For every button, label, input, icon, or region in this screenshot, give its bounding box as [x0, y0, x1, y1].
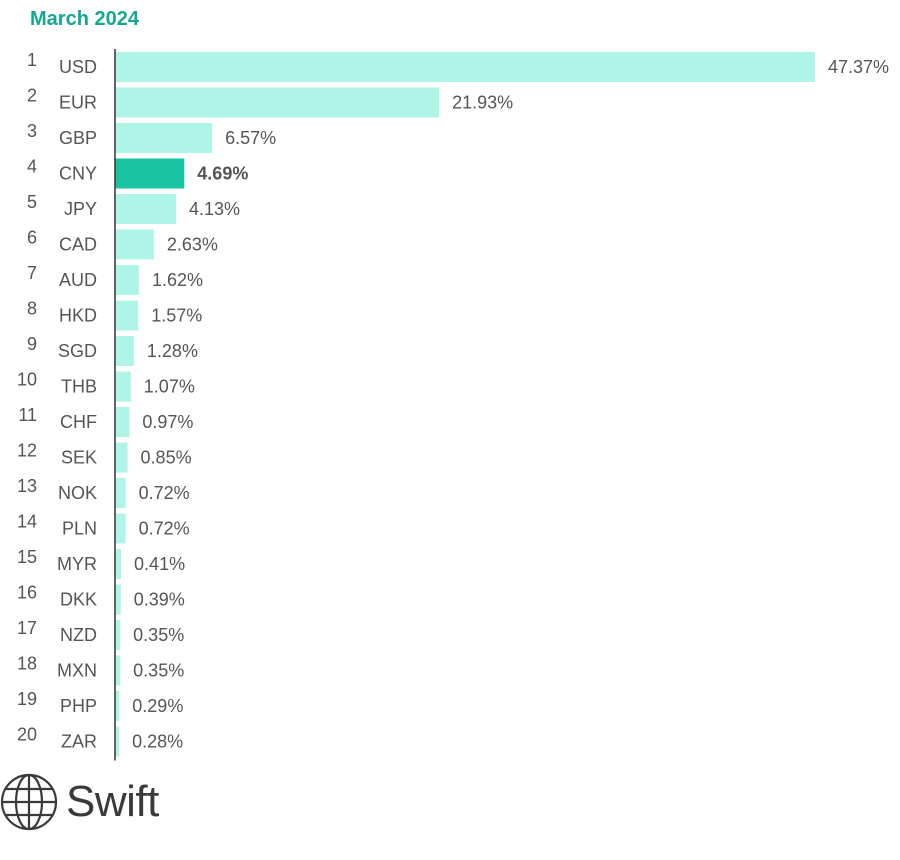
rank-label: 17 — [17, 618, 37, 638]
rank-label: 6 — [27, 228, 37, 248]
bar-cad — [115, 229, 154, 260]
category-label: AUD — [59, 270, 97, 290]
logo-text: Swift — [66, 777, 159, 826]
category-label: GBP — [59, 128, 97, 148]
bar-gbp — [115, 123, 213, 153]
value-label: 4.69% — [197, 164, 248, 184]
value-label: 21.93% — [452, 93, 513, 113]
value-label: 0.72% — [139, 483, 190, 503]
bar-cny — [115, 158, 185, 189]
bar-usd — [115, 52, 815, 82]
chart-title: March 2024 — [30, 8, 139, 30]
value-label: 1.07% — [144, 377, 195, 397]
rank-label: 16 — [17, 583, 37, 603]
value-label: 0.35% — [133, 661, 184, 681]
category-label: NOK — [58, 483, 97, 503]
bar-mxn — [115, 655, 121, 686]
swift-logo: Swift — [0, 772, 159, 832]
value-label: 2.63% — [167, 235, 218, 255]
rank-label: 15 — [17, 547, 37, 567]
value-label: 1.62% — [152, 270, 203, 290]
bar-jpy — [115, 194, 177, 224]
category-label: SEK — [61, 448, 97, 468]
category-label: NZD — [60, 625, 97, 645]
category-label: MXN — [57, 661, 97, 681]
value-label: 47.37% — [828, 57, 889, 77]
globe-icon — [0, 773, 58, 831]
bar-chf — [115, 407, 130, 437]
value-label: 1.28% — [147, 341, 198, 361]
value-label: 0.35% — [133, 625, 184, 645]
rank-label: 14 — [17, 512, 37, 532]
category-label: HKD — [59, 306, 97, 326]
bar-dkk — [115, 584, 121, 615]
bar-nok — [115, 478, 126, 508]
category-label: PHP — [60, 696, 97, 716]
value-label: 4.13% — [189, 199, 240, 219]
rank-label: 7 — [27, 263, 37, 283]
category-label: MYR — [57, 554, 97, 574]
value-label: 0.39% — [134, 590, 185, 610]
category-label: EUR — [59, 93, 97, 113]
bar-nzd — [115, 620, 121, 650]
category-label: THB — [61, 377, 97, 397]
rank-label: 11 — [18, 405, 37, 425]
bar-aud — [115, 265, 139, 295]
category-label: JPY — [64, 199, 97, 219]
category-label: PLN — [62, 519, 97, 539]
category-label: SGD — [58, 341, 97, 361]
category-label: CNY — [59, 164, 97, 184]
value-label: 0.97% — [142, 412, 193, 432]
rank-label: 10 — [17, 370, 37, 390]
value-label: 0.28% — [132, 732, 183, 752]
category-label: CHF — [60, 412, 97, 432]
rank-label: 20 — [17, 725, 37, 745]
bar-chart: 1 USD 47.37% 2 EUR 21.93% 3 GBP 6.57% 4 CNY 4.69% 5 J… — [17, 49, 889, 761]
bar-eur — [115, 87, 440, 118]
bar-pln — [115, 513, 126, 544]
value-label: 0.29% — [132, 696, 183, 716]
category-label: DKK — [60, 590, 97, 610]
rank-label: 9 — [27, 334, 37, 354]
rank-label: 4 — [27, 157, 37, 177]
rank-label: 13 — [17, 476, 37, 496]
bar-myr — [115, 549, 122, 579]
bar-zar — [115, 726, 120, 757]
bar-sgd — [115, 336, 134, 366]
category-label: ZAR — [61, 732, 97, 752]
rank-label: 12 — [17, 441, 37, 461]
rank-label: 18 — [17, 654, 37, 674]
rank-label: 3 — [27, 121, 37, 141]
value-label: 0.41% — [134, 554, 185, 574]
value-label: 1.57% — [151, 306, 202, 326]
value-label: 0.85% — [141, 448, 192, 468]
category-label: CAD — [59, 235, 97, 255]
rank-label: 1 — [27, 50, 37, 70]
rank-label: 5 — [27, 192, 37, 212]
value-label: 0.72% — [139, 519, 190, 539]
bar-sek — [115, 442, 128, 473]
bar-hkd — [115, 300, 139, 331]
category-label: USD — [59, 57, 97, 77]
rank-label: 2 — [27, 86, 37, 106]
rank-label: 19 — [17, 689, 37, 709]
bar-php — [115, 691, 120, 721]
value-label: 6.57% — [225, 128, 276, 148]
bar-thb — [115, 371, 131, 402]
rank-label: 8 — [27, 299, 37, 319]
